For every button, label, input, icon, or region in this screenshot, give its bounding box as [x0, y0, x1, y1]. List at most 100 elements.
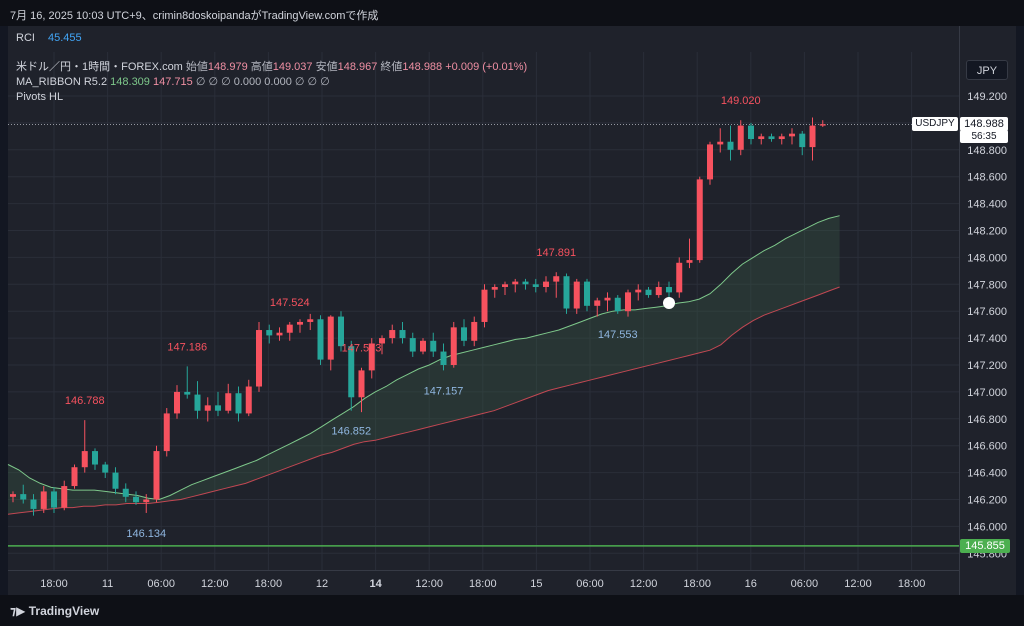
pivot-high-label: 146.788 — [65, 395, 105, 407]
x-tick-label: 12 — [316, 578, 328, 590]
rci-value: 45.455 — [48, 32, 82, 44]
candle-down — [645, 289, 652, 296]
candle-up — [379, 338, 385, 344]
y-tick-labels: 149.200149.000148.800148.600148.400148.2… — [967, 91, 1007, 560]
candle-up — [61, 486, 68, 508]
pivot-high-label: 149.020 — [721, 95, 761, 107]
y-tick-label: 146.000 — [967, 521, 1007, 533]
candle-up — [758, 136, 765, 140]
legend-open-label: 始値 — [185, 61, 208, 73]
rci-label: RCI — [16, 32, 35, 44]
y-tick-label: 148.400 — [967, 199, 1007, 211]
candle-up — [809, 125, 816, 148]
candle-down — [266, 330, 273, 336]
y-tick-label: 147.800 — [967, 279, 1007, 291]
candle-up — [174, 391, 180, 414]
x-tick-label: 15 — [530, 578, 542, 590]
candle-up — [778, 136, 785, 140]
candle-down — [584, 281, 590, 306]
candle-up — [286, 324, 293, 333]
x-tick-label: 18:00 — [683, 578, 711, 590]
candle-up — [143, 499, 150, 503]
tradingview-logo-icon: ⁊▶ — [10, 604, 26, 618]
price-label-symbol: USDJPY — [912, 117, 958, 131]
x-tick-label: 11 — [102, 578, 113, 590]
legend-open: 148.979 — [207, 61, 248, 73]
pivot-low-label: 146.134 — [126, 528, 166, 540]
candle-up — [737, 125, 744, 150]
x-tick-label: 06:00 — [576, 578, 604, 590]
currency-button[interactable]: JPY — [966, 60, 1008, 80]
support-price-label: 145.855 — [960, 539, 1010, 553]
x-tick-label: 12:00 — [201, 578, 229, 590]
candle-up — [245, 386, 252, 414]
candle-down — [338, 316, 344, 347]
candle-down — [563, 276, 570, 309]
candle-up — [707, 144, 713, 180]
y-tick-label: 146.200 — [967, 495, 1007, 507]
y-tick-label: 146.600 — [967, 441, 1007, 453]
pivot-low-label: 147.553 — [598, 329, 638, 341]
candle-down — [799, 133, 806, 148]
legend-high-label: 高値 — [250, 61, 273, 73]
candle-down — [614, 297, 621, 312]
y-tick-label: 148.000 — [967, 252, 1007, 264]
candle-up — [81, 451, 88, 468]
candle-up — [307, 319, 314, 322]
candle-up — [635, 289, 642, 293]
candle-down — [20, 494, 27, 500]
price-label-countdown: 56:35 — [960, 130, 1008, 143]
pivot-low-label: 146.852 — [331, 426, 371, 438]
legend-low-label: 安値 — [315, 61, 338, 73]
candle-up — [686, 260, 693, 263]
time-axis[interactable] — [8, 570, 959, 595]
candle-up — [604, 297, 611, 301]
candle-up — [163, 413, 170, 452]
rci-pane[interactable]: RCI 45.455 — [8, 26, 959, 52]
candle-down — [532, 284, 539, 287]
candle-up — [696, 179, 703, 261]
x-tick-label: 14 — [369, 578, 382, 590]
legend: 米ドル／円・1時間・FOREX.com 始値148.979 高値149.037 … — [16, 60, 527, 105]
x-tick-label: 18:00 — [898, 578, 926, 590]
legend-low: 148.967 — [337, 61, 378, 73]
y-tick-label: 147.200 — [967, 360, 1007, 372]
candle-up — [789, 133, 795, 137]
y-tick-label: 148.200 — [967, 226, 1007, 238]
candle-up — [819, 124, 826, 126]
candle-down — [122, 488, 129, 497]
candle-down — [461, 327, 467, 341]
y-tick-label: 149.200 — [967, 91, 1007, 103]
tradingview-logo: ⁊▶ TradingView — [10, 604, 99, 618]
legend-close-label: 終値 — [380, 61, 403, 73]
x-tick-label: 06:00 — [791, 578, 819, 590]
legend-ma-row: MA_RIBBON R5.2 148.309 147.715 ∅ ∅ ∅ 0.0… — [16, 75, 527, 90]
candle-up — [491, 286, 498, 290]
x-tick-label: 18:00 — [469, 578, 497, 590]
legend-ohlc-row: 米ドル／円・1時間・FOREX.com 始値148.979 高値149.037 … — [16, 60, 527, 75]
candle-up — [573, 281, 580, 309]
candle-down — [133, 496, 139, 503]
candle-up — [153, 451, 160, 500]
candle-down — [430, 340, 437, 352]
candle-up — [655, 286, 662, 296]
legend-change: +0.009 (+0.01%) — [445, 61, 528, 73]
candle-down — [522, 281, 529, 285]
candle-up — [625, 292, 631, 312]
candle-up — [276, 332, 283, 336]
y-tick-label: 147.600 — [967, 306, 1007, 318]
pivot-low-label: 147.157 — [424, 385, 464, 397]
x-tick-label: 16 — [745, 578, 757, 590]
candle-down — [748, 125, 754, 140]
header-title: 7月 16, 2025 10:03 UTC+9、crimin8doskoipan… — [10, 10, 379, 22]
x-tick-label: 12:00 — [844, 578, 872, 590]
x-tick-label: 12:00 — [630, 578, 658, 590]
candle-up — [225, 393, 232, 411]
candle-down — [112, 472, 119, 489]
footer: ⁊▶ TradingView — [0, 595, 1024, 626]
candle-up — [502, 284, 508, 287]
candle-down — [235, 393, 242, 414]
candle-up — [256, 330, 262, 387]
y-tick-label: 148.800 — [967, 145, 1007, 157]
